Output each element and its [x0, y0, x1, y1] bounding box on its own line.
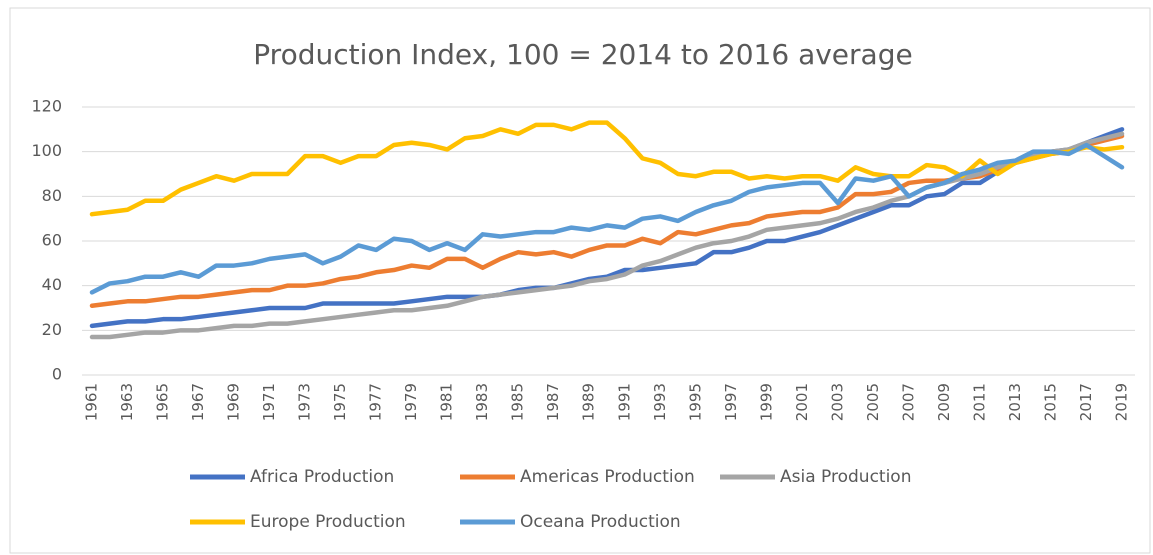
x-tick-label: 1989: [580, 383, 598, 421]
y-tick-label: 40: [42, 275, 62, 294]
series-line: [89, 120, 1125, 217]
series-line: [89, 142, 1125, 295]
x-tick-label: 2013: [1006, 383, 1024, 421]
y-tick-label: 60: [42, 231, 62, 250]
x-tick-label: 1999: [757, 383, 775, 421]
x-tick-label: 2019: [1113, 383, 1131, 421]
y-tick-label: 0: [52, 365, 62, 384]
x-tick-label: 1985: [509, 383, 527, 421]
y-tick-label: 100: [31, 141, 62, 160]
legend-label: Europe Production: [250, 512, 406, 532]
x-tick-label: 2007: [899, 383, 917, 421]
x-tick-label: 1971: [260, 383, 278, 421]
legend-label: Oceana Production: [520, 512, 681, 532]
x-tick-label: 2017: [1077, 383, 1095, 421]
x-tick-label: 1975: [331, 383, 349, 421]
y-tick-label: 120: [31, 97, 62, 116]
y-tick-label: 80: [42, 186, 62, 205]
y-tick-label: 20: [42, 320, 62, 339]
chart-title: Production Index, 100 = 2014 to 2016 ave…: [253, 38, 912, 71]
legend-label: Africa Production: [250, 467, 394, 487]
x-tick-label: 1973: [296, 383, 314, 421]
x-tick-label: 2015: [1041, 383, 1059, 421]
x-tick-label: 2009: [935, 383, 953, 421]
x-tick-label: 1977: [367, 383, 385, 421]
x-tick-label: 1981: [438, 383, 456, 421]
x-tick-label: 1961: [83, 383, 101, 421]
x-tick-label: 1963: [118, 383, 136, 421]
x-tick-label: 1965: [154, 383, 172, 421]
x-tick-label: 1983: [473, 383, 491, 421]
x-tick-label: 2005: [864, 383, 882, 421]
x-tick-label: 1987: [544, 383, 562, 421]
x-tick-label: 1995: [686, 383, 704, 421]
x-tick-label: 1997: [722, 383, 740, 421]
legend-label: Asia Production: [780, 467, 911, 487]
legend-label: Americas Production: [520, 467, 695, 487]
x-tick-label: 1993: [651, 383, 669, 421]
x-tick-label: 1967: [189, 383, 207, 421]
x-tick-label: 2003: [828, 383, 846, 421]
x-tick-label: 1979: [402, 383, 420, 421]
x-tick-label: 1969: [225, 383, 243, 421]
x-tick-label: 2011: [970, 383, 988, 421]
x-tick-label: 2001: [793, 383, 811, 421]
x-tick-label: 1991: [615, 383, 633, 421]
